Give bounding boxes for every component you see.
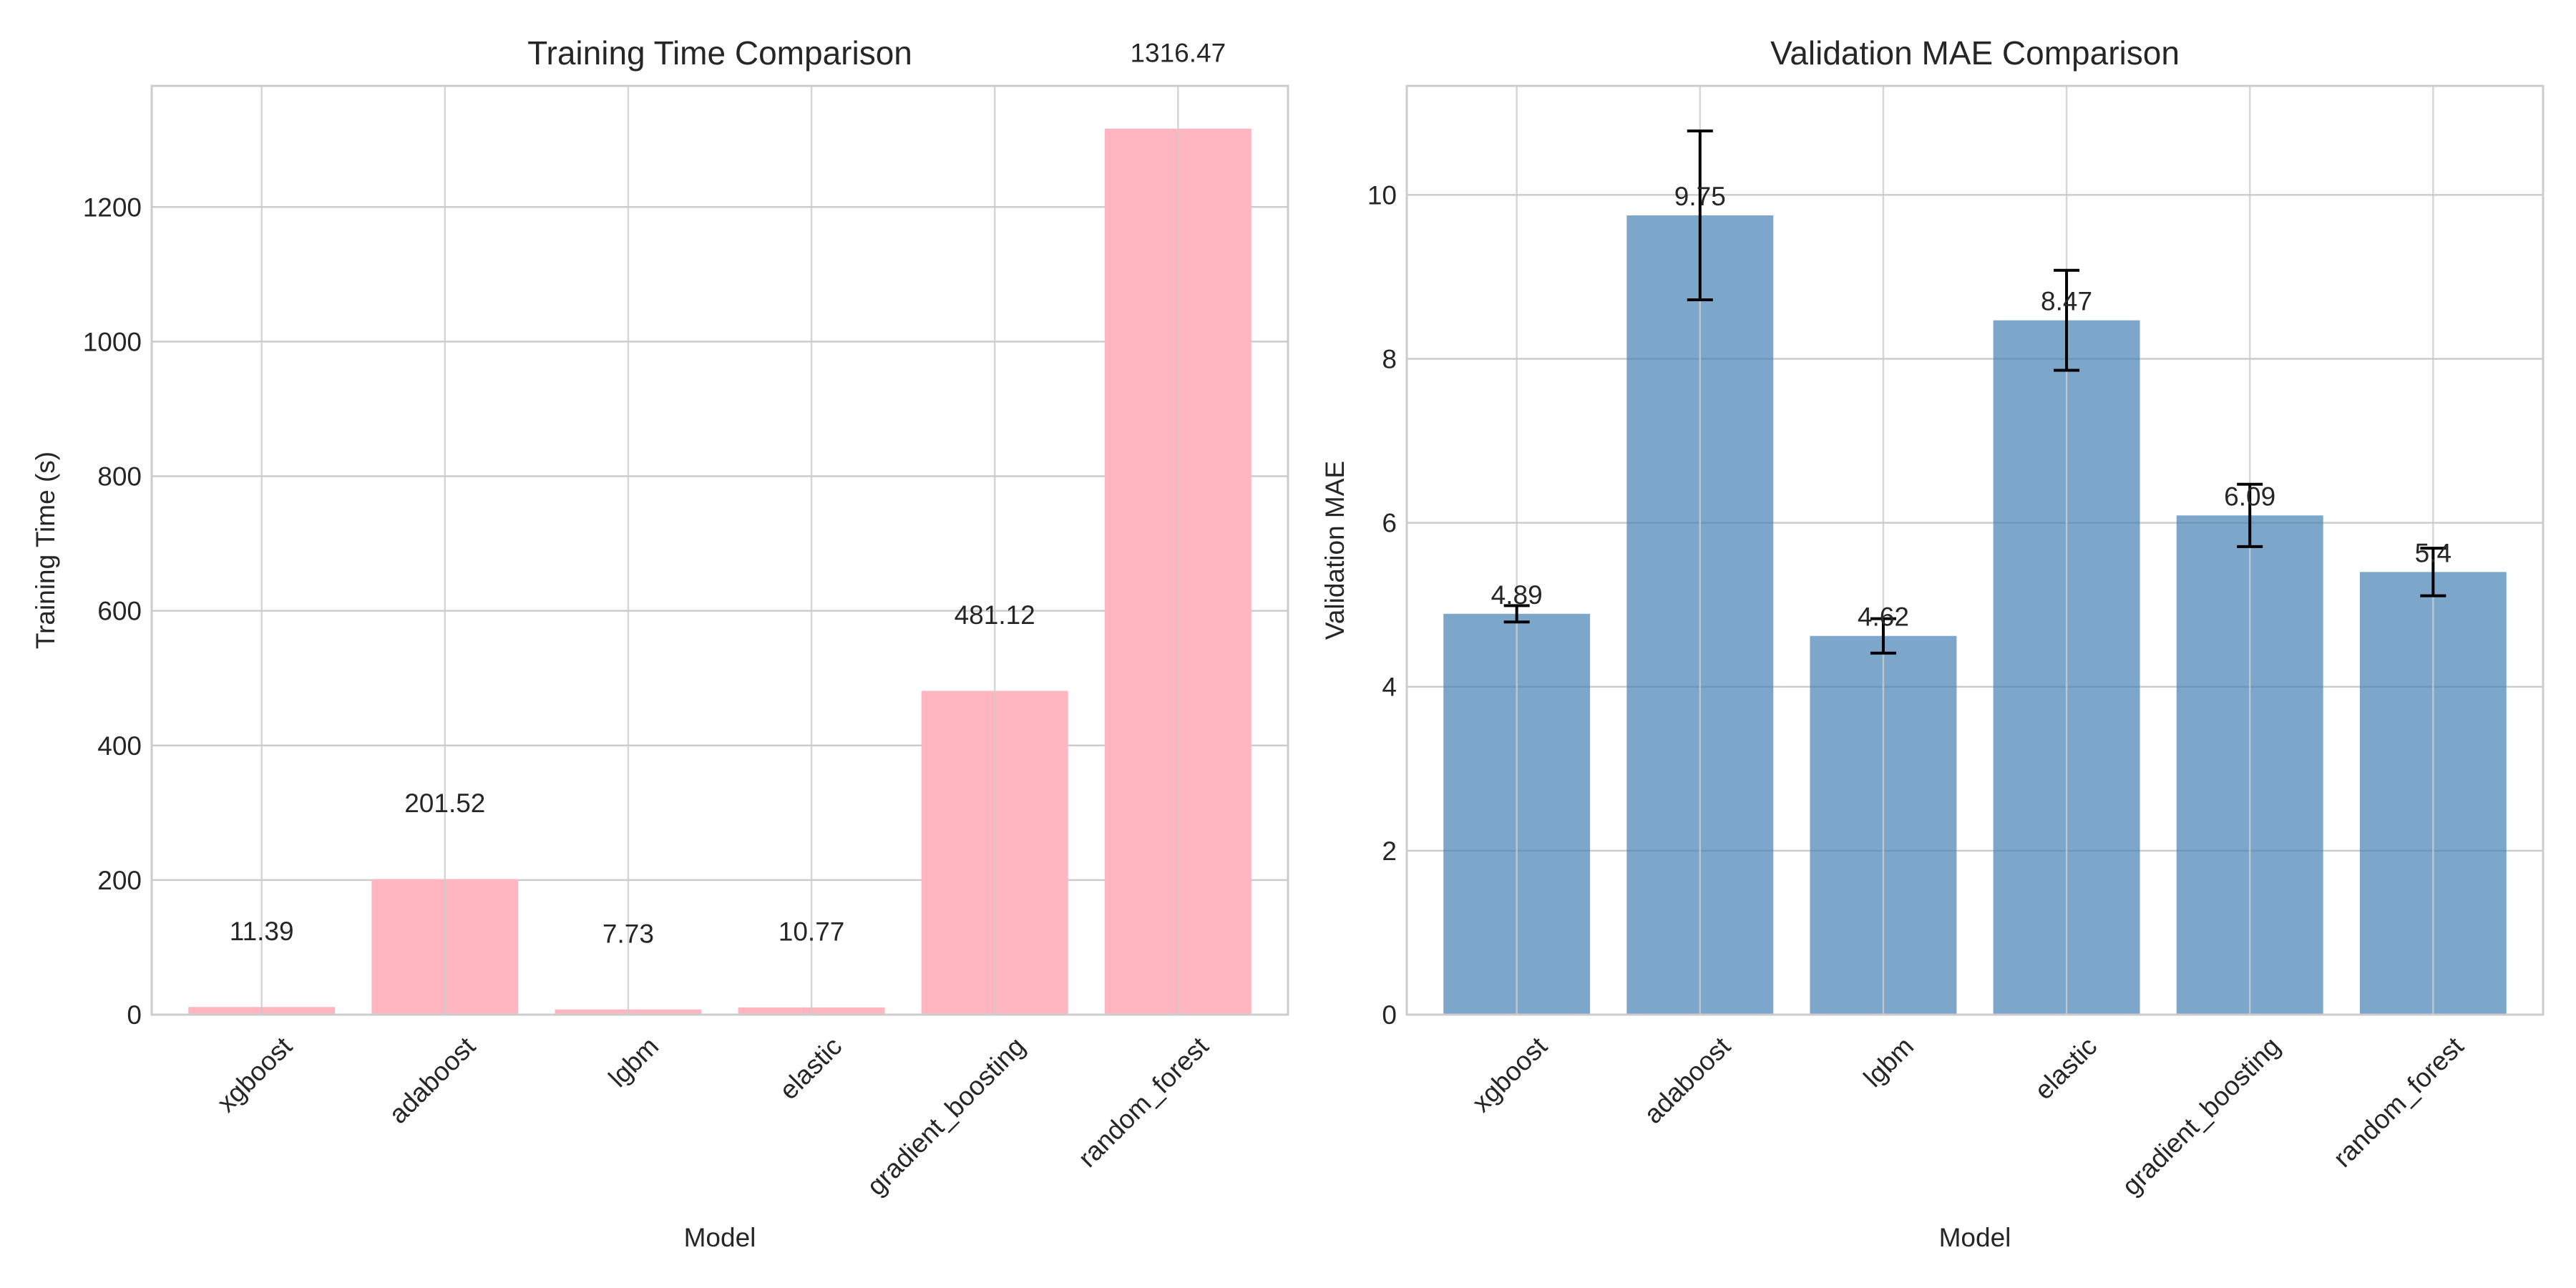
data-labels: 4.89 9.75 4.62 8.47 6.09 5.4 [1491,182,2451,632]
error-bar-xgboost [1503,604,1530,624]
validation-mae-chart: Validation MAE Comparison Model Validati… [1320,34,2545,1252]
error-bar-elastic [2054,268,2080,372]
data-label-adaboost: 9.75 [1674,182,1726,211]
data-label-adaboost: 201.52 [404,789,485,818]
data-labels: 11.39 201.52 7.73 10.77 481.12 1316.47 [230,39,1226,949]
y-axis-label: Validation MAE [1320,461,1350,640]
y-tick-label: 6 [1382,509,1397,538]
chart-title: Validation MAE Comparison [1770,34,2180,72]
y-tick-label: 2 [1382,836,1397,866]
data-label-lgbm: 7.73 [602,919,654,948]
y-tick-label: 200 [97,866,142,895]
data-label-xgboost: 4.89 [1491,580,1543,610]
vertical-gridlines [1516,86,2434,1015]
y-ticks: 0 200 400 600 800 1000 1200 [83,192,142,1030]
y-tick-label: 0 [1382,1000,1397,1030]
data-label-random_forest: 1316.47 [1130,39,1226,68]
data-label-gradient_boosting: 481.12 [955,600,1035,630]
y-tick-label: 400 [97,731,142,761]
error-bar-lgbm [1870,617,1896,655]
data-label-gradient_boosting: 6.09 [2224,482,2275,511]
y-ticks: 0 2 4 6 8 10 [1367,180,1397,1030]
chart-title: Training Time Comparison [527,34,912,72]
x-axis-label: Model [684,1223,756,1252]
error-bar-adaboost [1687,130,1713,302]
data-label-random_forest: 5.4 [2415,538,2451,567]
x-axis-label: Model [1939,1223,2011,1252]
error-bar-gradient_boosting [2237,482,2263,548]
data-label-elastic: 10.77 [779,917,845,947]
y-tick-label: 600 [97,597,142,626]
y-tick-label: 800 [97,462,142,492]
plot-frame [150,84,1289,1016]
y-tick-label: 4 [1382,673,1397,702]
y-tick-label: 0 [127,1000,142,1030]
error-bar-random_forest [2420,547,2446,597]
error-bars [1503,130,2446,655]
plot-frame [1405,84,2545,1016]
y-tick-label: 10 [1367,180,1397,210]
data-label-lgbm: 4.62 [1858,602,1909,632]
y-tick-label: 8 [1382,344,1397,374]
vertical-gridlines [260,86,1179,1015]
y-tick-label: 1000 [83,327,142,356]
y-tick-label: 1200 [83,192,142,222]
data-label-elastic: 8.47 [2041,287,2092,316]
y-axis-label: Training Time (s) [31,452,60,649]
data-label-xgboost: 11.39 [230,917,294,946]
